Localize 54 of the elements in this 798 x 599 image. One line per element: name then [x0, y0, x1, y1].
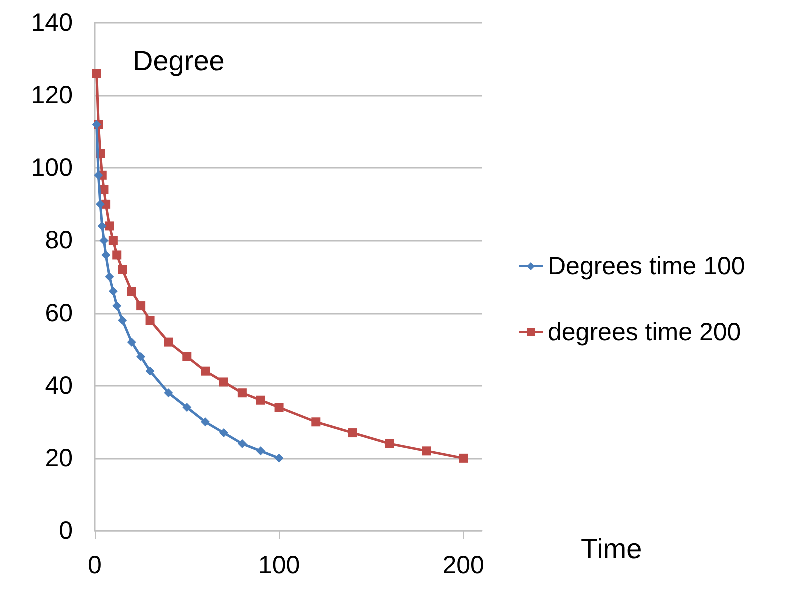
point [182, 352, 192, 362]
point [274, 403, 284, 412]
point [108, 236, 118, 246]
point [96, 200, 106, 209]
x-tick-label: 0 [88, 552, 102, 580]
point [105, 222, 114, 231]
point [112, 250, 122, 260]
point [105, 272, 114, 282]
point [274, 454, 284, 463]
point [422, 446, 432, 456]
point [256, 446, 266, 456]
y-tick-label: 20 [45, 444, 73, 472]
x-tick-label: 200 [442, 552, 484, 580]
point [136, 352, 146, 362]
x-tick-label: 100 [258, 552, 300, 580]
point [201, 366, 210, 376]
point [100, 236, 109, 246]
point [92, 69, 102, 78]
point [220, 428, 228, 438]
point [164, 338, 174, 347]
point [459, 454, 468, 463]
x-axis-title: Time [581, 534, 642, 564]
point [164, 388, 174, 398]
y-axis-title: Degree [133, 46, 225, 76]
point [146, 366, 155, 376]
point [112, 302, 122, 311]
point [220, 378, 228, 387]
point [118, 265, 128, 274]
point [108, 287, 118, 296]
y-tick-label: 0 [59, 517, 73, 545]
point [127, 287, 136, 296]
point [98, 222, 107, 231]
point [118, 316, 128, 326]
point [238, 388, 247, 398]
point [256, 396, 266, 405]
y-tick-label: 60 [45, 299, 73, 328]
point [348, 428, 358, 438]
point [136, 302, 146, 311]
point [182, 403, 192, 412]
point [146, 316, 155, 326]
point [238, 439, 247, 448]
y-tick-label: 40 [45, 372, 73, 400]
y-tick-label: 100 [31, 154, 73, 182]
legend-label: Degrees time 100 [548, 252, 746, 280]
point [94, 170, 104, 180]
point [385, 439, 394, 448]
point [312, 418, 321, 427]
legend-label: degrees time 200 [548, 318, 742, 346]
point [102, 250, 111, 260]
point [127, 338, 136, 347]
y-tick-label: 80 [45, 226, 73, 255]
y-tick-label: 140 [31, 9, 73, 37]
point [201, 418, 210, 427]
y-tick-label: 120 [31, 82, 73, 110]
